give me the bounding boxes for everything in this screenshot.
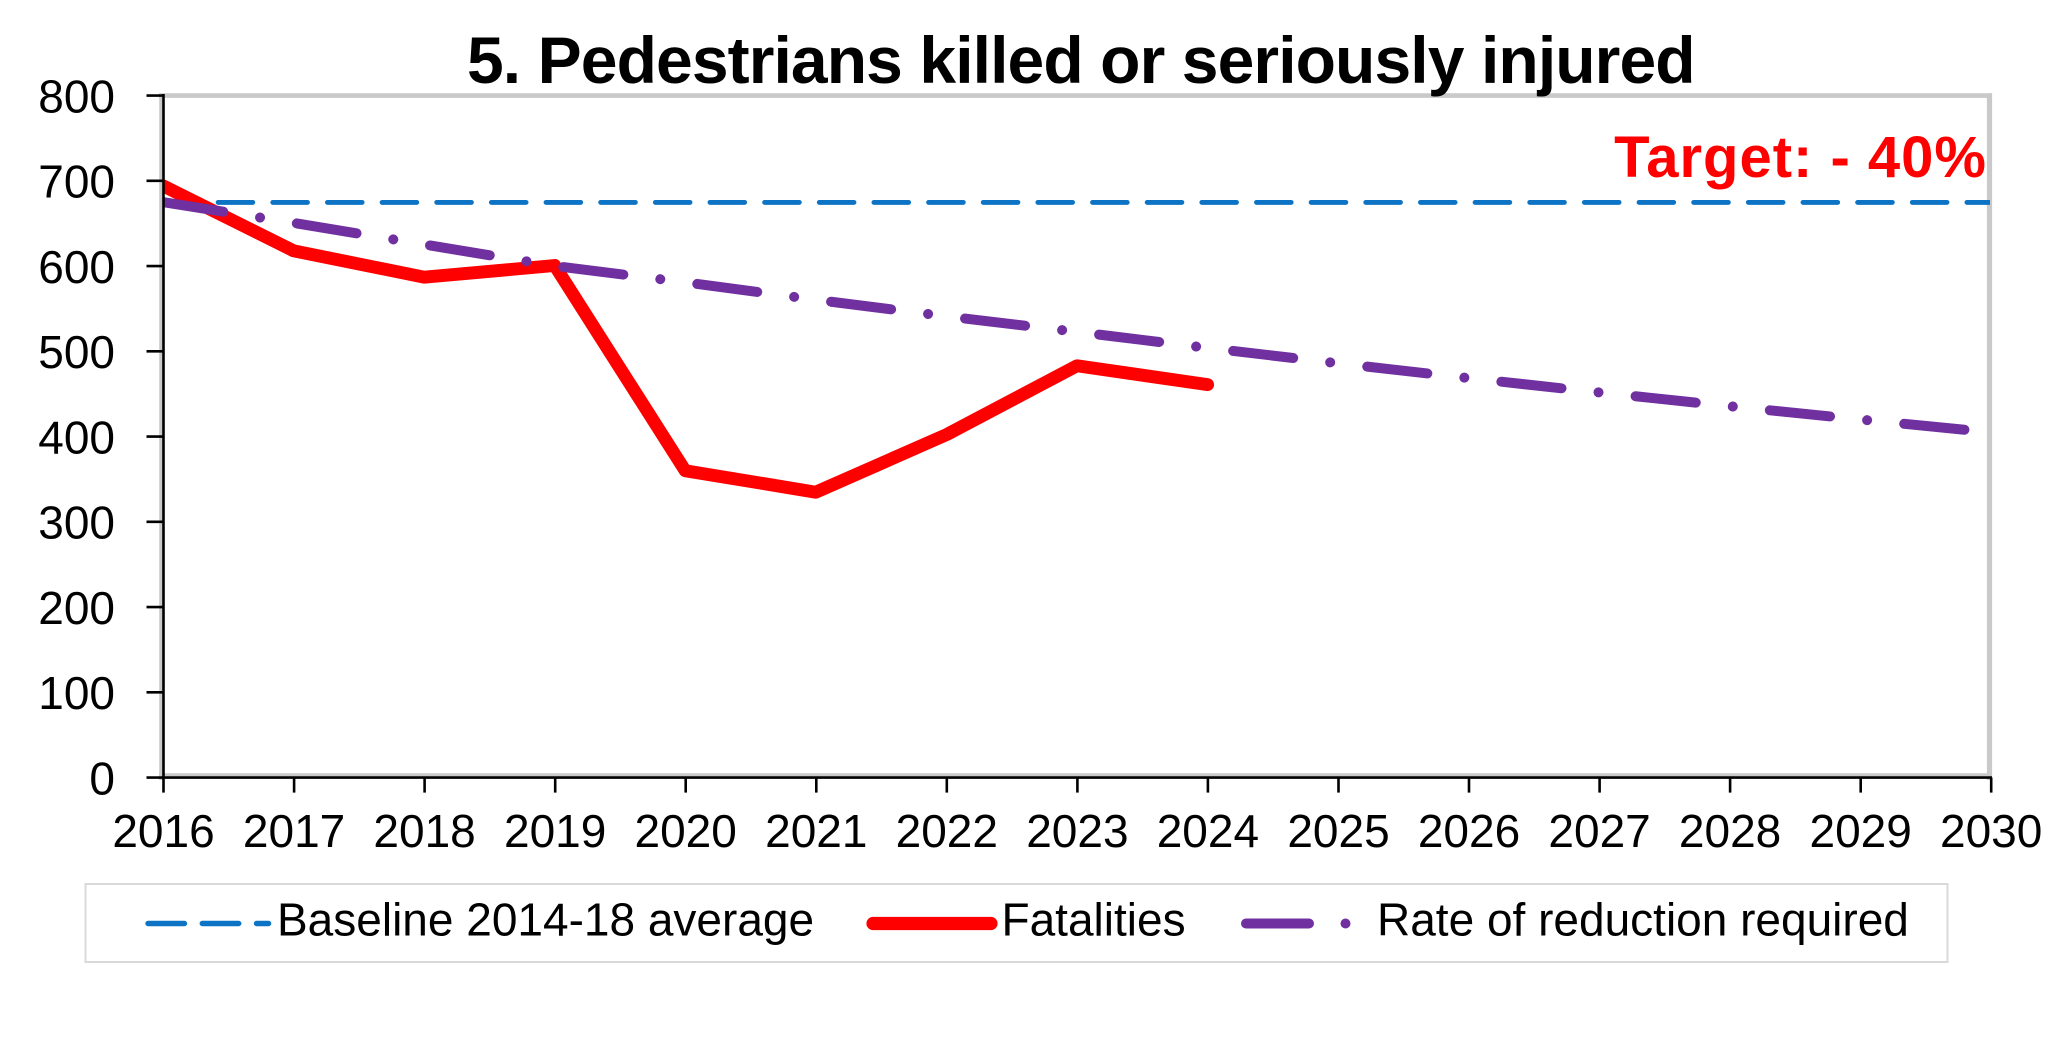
svg-text:2025: 2025 <box>1287 805 1389 857</box>
svg-text:600: 600 <box>38 241 115 293</box>
svg-text:2017: 2017 <box>243 805 345 857</box>
svg-text:2029: 2029 <box>1810 805 1912 857</box>
svg-text:5. Pedestrians killed or serio: 5. Pedestrians killed or seriously injur… <box>467 23 1695 97</box>
svg-text:2027: 2027 <box>1548 805 1650 857</box>
svg-text:Fatalities: Fatalities <box>1002 894 1186 946</box>
svg-text:2021: 2021 <box>765 805 867 857</box>
svg-text:300: 300 <box>38 497 115 549</box>
svg-text:Baseline 2014-18 average: Baseline 2014-18 average <box>277 894 814 946</box>
svg-text:700: 700 <box>38 156 115 208</box>
svg-text:Target: - 40%: Target: - 40% <box>1614 125 1987 190</box>
svg-text:2022: 2022 <box>896 805 998 857</box>
svg-text:2019: 2019 <box>504 805 606 857</box>
svg-text:0: 0 <box>89 752 115 804</box>
svg-text:2024: 2024 <box>1157 805 1259 857</box>
svg-text:400: 400 <box>38 411 115 463</box>
svg-text:200: 200 <box>38 582 115 634</box>
svg-text:100: 100 <box>38 667 115 719</box>
svg-text:2030: 2030 <box>1940 805 2042 857</box>
svg-text:2028: 2028 <box>1679 805 1781 857</box>
svg-text:2020: 2020 <box>635 805 737 857</box>
svg-text:2026: 2026 <box>1418 805 1520 857</box>
svg-text:800: 800 <box>38 70 115 122</box>
svg-text:2018: 2018 <box>373 805 475 857</box>
svg-text:2016: 2016 <box>112 805 214 857</box>
svg-text:Rate of reduction required: Rate of reduction required <box>1377 894 1909 946</box>
svg-text:2023: 2023 <box>1026 805 1128 857</box>
svg-text:500: 500 <box>38 326 115 378</box>
